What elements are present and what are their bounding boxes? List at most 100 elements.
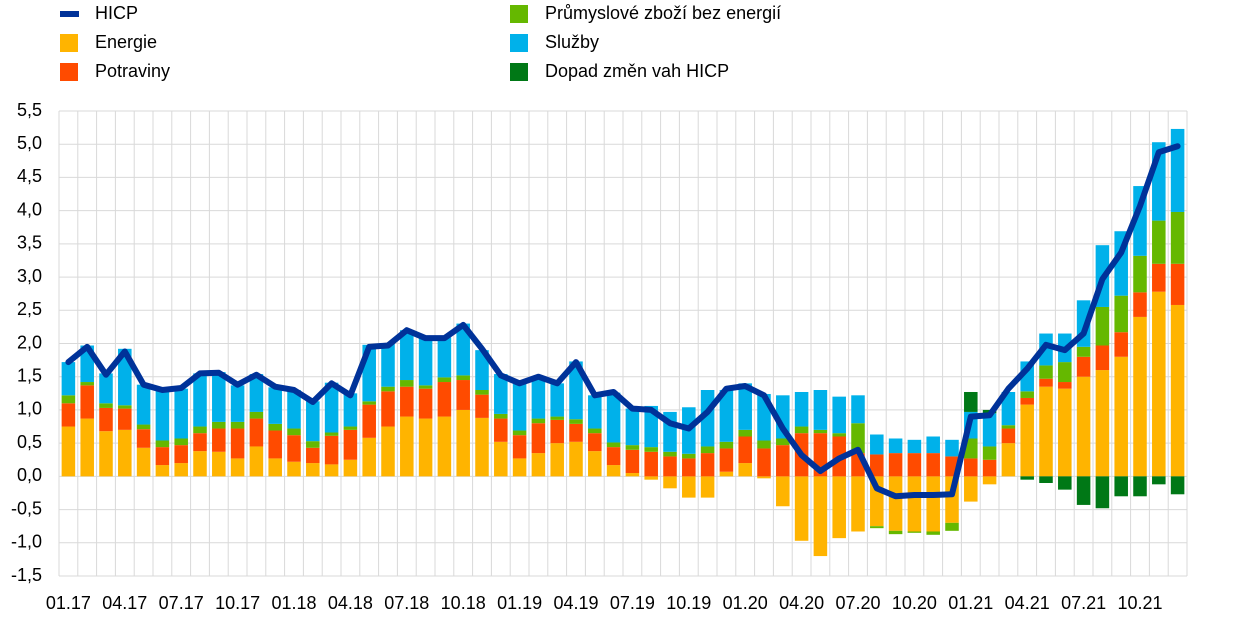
bar-segment xyxy=(832,396,846,434)
bar-segment xyxy=(381,386,395,392)
bar-segment xyxy=(155,447,170,466)
bar-segment xyxy=(1095,306,1110,346)
bar-segment xyxy=(174,438,188,446)
legend-swatch xyxy=(60,63,78,81)
bar-segment xyxy=(249,411,264,419)
bar-segment xyxy=(306,441,320,448)
bar-segment xyxy=(1020,397,1034,405)
bar-segment xyxy=(80,385,94,419)
bar-segment xyxy=(794,426,809,434)
y-tick-label: 4,0 xyxy=(17,199,42,219)
bar-segment xyxy=(494,413,508,419)
bar-segment xyxy=(569,423,583,442)
x-tick-label: 07.20 xyxy=(835,593,880,613)
bar-segment xyxy=(475,394,489,418)
bar-segment xyxy=(437,416,452,477)
bar-segment xyxy=(249,374,264,412)
bar-segment xyxy=(287,461,301,477)
bar-segment xyxy=(757,476,771,479)
bar-segment xyxy=(306,401,320,442)
bar-segment xyxy=(1039,378,1053,387)
bar-segment xyxy=(794,476,809,541)
bar-segment xyxy=(569,361,583,420)
x-tick-label: 01.20 xyxy=(723,593,768,613)
x-tick-label: 07.21 xyxy=(1061,593,1106,613)
bar-segment xyxy=(1152,291,1166,477)
bar-segment xyxy=(926,436,940,454)
bar-segment xyxy=(1114,332,1128,357)
bar-segment xyxy=(1076,476,1091,505)
bar-segment xyxy=(400,380,414,387)
bar-segment xyxy=(550,416,564,420)
bar-segment xyxy=(663,456,677,477)
bar-segment xyxy=(362,437,376,477)
bar-segment xyxy=(512,384,527,431)
bar-segment xyxy=(550,383,564,417)
bar-segment xyxy=(324,435,339,465)
bar-segment xyxy=(907,531,922,533)
bar-segment xyxy=(212,451,226,477)
x-tick-label: 10.18 xyxy=(441,593,486,613)
bar-segment xyxy=(475,350,489,390)
bar-segment xyxy=(738,429,752,437)
bar-segment xyxy=(193,426,207,434)
y-tick-label: 3,5 xyxy=(17,233,42,253)
bar-segment xyxy=(437,382,452,417)
bar-segment xyxy=(1058,382,1072,389)
bar-segment xyxy=(1152,476,1166,485)
bar-segment xyxy=(888,453,903,477)
bar-segment xyxy=(212,421,226,429)
bar-segment xyxy=(418,337,433,386)
bar-segment xyxy=(625,449,640,474)
bar-segment xyxy=(1095,476,1110,509)
legend-swatch xyxy=(60,34,78,52)
bar-segment xyxy=(174,463,188,477)
bar-segment xyxy=(982,413,997,447)
bar-segment xyxy=(61,362,76,396)
bar-segment xyxy=(926,476,940,532)
x-tick-label: 07.19 xyxy=(610,593,655,613)
bar-segment xyxy=(494,418,508,442)
bar-segment xyxy=(1170,263,1185,305)
bar-segment xyxy=(719,471,734,477)
bar-segment xyxy=(61,403,76,427)
bar-segment xyxy=(813,429,828,434)
bar-segment xyxy=(682,458,696,477)
bar-segment xyxy=(719,390,734,442)
bar-segment xyxy=(588,433,602,452)
bar-segment xyxy=(964,476,978,502)
bar-segment xyxy=(682,476,696,498)
bar-segment xyxy=(606,465,621,477)
bar-segment xyxy=(212,372,226,422)
bar-segment xyxy=(400,330,414,381)
y-tick-label: 2,5 xyxy=(17,299,42,319)
bar-segment xyxy=(343,426,358,430)
bar-segment xyxy=(644,476,658,480)
legend-swatch xyxy=(510,34,528,52)
bar-segment xyxy=(964,438,978,459)
bar-segment xyxy=(343,393,358,427)
y-tick-label: 5,0 xyxy=(17,133,42,153)
bar-segment xyxy=(400,386,414,417)
bar-segment xyxy=(982,459,997,477)
bar-segment xyxy=(1170,304,1185,477)
bar-segment xyxy=(606,447,621,466)
bar-segment xyxy=(531,423,546,454)
bar-segment xyxy=(494,374,508,414)
bar-segment xyxy=(926,453,940,477)
bar-segment xyxy=(1039,386,1053,477)
bar-segment xyxy=(1114,295,1128,333)
bar-segment xyxy=(343,429,358,460)
bar-segment xyxy=(268,387,282,424)
legend-label: Služby xyxy=(545,32,599,52)
bar-segment xyxy=(1170,211,1185,264)
bar-segment xyxy=(324,464,339,477)
bar-segment xyxy=(136,424,151,430)
bar-segment xyxy=(343,459,358,477)
bar-segment xyxy=(381,426,395,477)
bar-segment xyxy=(418,385,433,389)
bar-segment xyxy=(907,439,922,454)
x-tick-label: 10.19 xyxy=(666,593,711,613)
bar-segment xyxy=(512,458,527,477)
